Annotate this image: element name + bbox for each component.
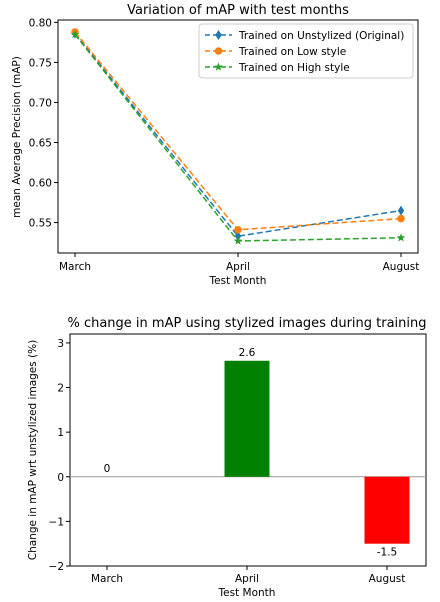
bar-value-label: 0: [104, 463, 111, 475]
bar-y-tick-label: 2: [57, 383, 64, 395]
bar-y-tick-label: −2: [49, 561, 64, 573]
line-legend-marker: [214, 47, 223, 55]
bar-y-ticks: −2 −1 0 1 2 3: [49, 338, 70, 573]
line-data-point: [397, 214, 405, 223]
line-y-ticks: 0.55 0.60 0.65 0.70 0.75 0.80: [29, 17, 58, 230]
bar-x-tick-label: April: [235, 573, 259, 585]
bar: [364, 476, 410, 544]
line-chart-title: Variation of mAP with test months: [127, 3, 349, 18]
line-x-tick-label: August: [383, 261, 420, 273]
line-x-axis-label: Test Month: [209, 275, 267, 287]
bar-y-tick-label: 1: [57, 427, 64, 439]
line-series-path: [74, 33, 402, 237]
line-legend-label: Trained on Unstylized (Original): [238, 30, 404, 42]
line-y-tick-label: 0.75: [29, 57, 52, 69]
bar-y-tick-label: 0: [57, 472, 64, 484]
bar-y-tick-label: 3: [57, 338, 64, 350]
line-data-point: [70, 29, 80, 39]
line-y-tick-label: 0.65: [29, 138, 52, 150]
line-y-tick-label: 0.70: [29, 97, 52, 109]
bar-x-ticks: March April August: [91, 566, 405, 585]
line-data-point: [234, 225, 242, 234]
line-legend-marker: [215, 30, 222, 40]
line-legend-entry: Trained on Unstylized (Original): [205, 30, 404, 42]
bar-x-tick-label: March: [91, 573, 123, 585]
line-series-2: [71, 28, 405, 234]
bar-y-axis-label: Change in mAP wrt unstylized images (%): [27, 340, 39, 561]
line-data-point: [396, 233, 406, 242]
line-x-tick-label: March: [59, 261, 91, 273]
bar-value-label: 2.6: [239, 347, 256, 359]
line-legend-entry: Trained on High style: [205, 62, 350, 74]
line-legend-box: [198, 23, 414, 79]
line-legend-label: Trained on High style: [238, 62, 350, 74]
bar-group: 0 2.6 -1.5: [104, 347, 410, 559]
line-legend-entry: Trained on Low style: [205, 46, 346, 58]
line-legend-marker: [214, 62, 223, 71]
line-legend-label: Trained on Low style: [238, 46, 346, 58]
bar-x-axis-label: Test Month: [218, 587, 276, 599]
bar-value-label: -1.5: [377, 547, 398, 559]
line-legend: Trained on Unstylized (Original) Trained …: [198, 23, 414, 79]
line-legend-items: Trained on Unstylized (Original) Trained …: [205, 30, 404, 74]
line-y-tick-label: 0.60: [29, 178, 52, 190]
line-data-point: [234, 231, 242, 242]
line-series-3: [70, 29, 406, 245]
line-chart: Variation of mAP with test months 0.550.…: [11, 3, 419, 287]
bar-y-tick-label: −1: [49, 516, 64, 528]
line-y-tick-label: 0.55: [29, 218, 52, 230]
bar-x-tick-label: August: [369, 573, 406, 585]
bar-chart-title: % change in mAP using stylized images du…: [67, 316, 426, 331]
line-x-ticks: March April August: [59, 253, 419, 273]
bar-chart: % change in mAP using stylized images du…: [27, 316, 427, 599]
line-series-group: [70, 28, 406, 245]
line-data-point: [233, 236, 243, 245]
line-y-tick-label: 0.80: [29, 17, 52, 29]
bar: [224, 360, 270, 477]
line-y-axis-label: mean Average Precision (mAP): [11, 56, 23, 218]
bar-plot-area: [69, 333, 427, 567]
line-x-tick-label: April: [226, 261, 250, 273]
line-data-point: [397, 205, 405, 216]
